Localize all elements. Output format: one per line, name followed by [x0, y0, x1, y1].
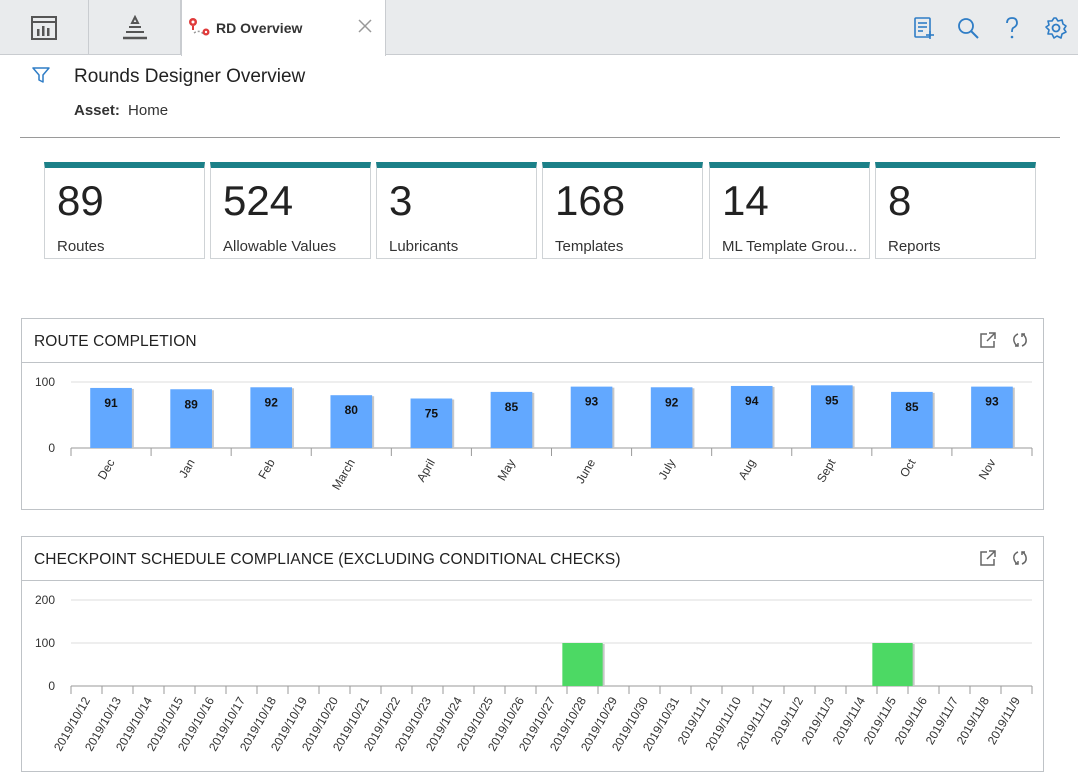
kpi-value: 524: [223, 177, 294, 224]
data-label: 80: [345, 403, 359, 417]
checkpoint-compliance-chart: 01002002019/10/122019/10/132019/10/14201…: [35, 593, 1033, 754]
refresh-icon[interactable]: [1011, 549, 1029, 567]
data-label: 94: [745, 394, 759, 408]
kpi-card-routes[interactable]: 89 Routes: [44, 162, 205, 259]
x-tick-label: July: [655, 457, 678, 482]
panel-tools: [979, 331, 1029, 349]
open-external-icon[interactable]: [979, 549, 997, 567]
dashboard-icon: [31, 15, 57, 40]
bar: [971, 386, 1013, 448]
bar: [490, 391, 533, 448]
panel-title: ROUTE COMPLETION: [34, 333, 197, 350]
search-icon: [958, 17, 979, 39]
tab-label: RD Overview: [216, 20, 303, 36]
y-tick-label: 200: [35, 593, 55, 607]
top-tab-bar: RD Overview: [0, 0, 1078, 56]
bar: [891, 391, 933, 448]
checkpoint-compliance-panel: CHECKPOINT SCHEDULE COMPLIANCE (EXCLUDIN…: [21, 536, 1044, 772]
kpi-value: 8: [888, 177, 912, 224]
gear-icon: [1045, 16, 1067, 39]
kpi-value: 3: [389, 177, 413, 224]
bar: [170, 389, 212, 448]
y-tick-label: 100: [35, 636, 55, 650]
kpi-card-templates[interactable]: 168 Templates: [542, 162, 703, 259]
refresh-icon[interactable]: [1011, 331, 1029, 349]
panel-title: CHECKPOINT SCHEDULE COMPLIANCE (EXCLUDIN…: [34, 551, 621, 568]
tab-rd-overview[interactable]: RD Overview: [181, 0, 386, 56]
checklist-add-button[interactable]: [902, 8, 946, 48]
x-tick-label: March: [329, 457, 358, 493]
bar: [410, 398, 453, 448]
bar: [872, 643, 913, 686]
y-tick-label: 100: [35, 375, 55, 389]
kpi-card-reports[interactable]: 8 Reports: [875, 162, 1036, 259]
asset-label: Asset:: [74, 102, 120, 119]
open-external-icon[interactable]: [979, 331, 997, 349]
rd-overview-icon: [189, 18, 210, 36]
y-tick-label: 0: [48, 441, 55, 455]
help-button[interactable]: [990, 8, 1034, 48]
kpi-value: 168: [555, 177, 626, 224]
data-label: 93: [985, 395, 999, 409]
kpi-label: Lubricants: [389, 238, 459, 255]
kpi-card-lubricants[interactable]: 3 Lubricants: [376, 162, 537, 259]
filter-icon[interactable]: [32, 66, 50, 84]
data-label: 92: [665, 395, 679, 409]
kpi-label: Routes: [57, 238, 105, 255]
y-tick-label: 0: [48, 679, 55, 693]
kpi-card-allowable-values[interactable]: 524 Allowable Values: [210, 162, 371, 259]
bar: [562, 643, 603, 686]
header-toolbar: [902, 0, 1078, 55]
kpi-label: Reports: [888, 238, 941, 255]
bar: [730, 385, 773, 448]
x-tick-label: May: [495, 457, 518, 484]
data-label: 75: [425, 407, 439, 421]
kpi-label: Allowable Values: [223, 238, 337, 255]
data-label: 85: [505, 400, 519, 414]
route-completion-panel: ROUTE COMPLETION 0 100 91 Dec 89 Jan 92 Feb 80 Ma…: [21, 318, 1044, 510]
asset-value: Home: [128, 102, 169, 119]
bar: [330, 395, 373, 448]
hierarchy-icon: [122, 14, 147, 39]
tab-dashboard[interactable]: [0, 0, 89, 55]
bar: [810, 385, 853, 448]
bar: [570, 386, 613, 448]
bar: [250, 387, 293, 448]
panel-header: CHECKPOINT SCHEDULE COMPLIANCE (EXCLUDIN…: [22, 537, 1043, 581]
x-tick-label: Sept: [814, 456, 839, 485]
data-label: 95: [825, 393, 839, 407]
checklist-add-icon: [914, 16, 934, 39]
x-tick-label: Oct: [897, 456, 919, 480]
x-tick-label: Aug: [736, 457, 759, 482]
kpi-value: 89: [57, 177, 104, 224]
asset-row: Asset: Home: [74, 102, 168, 119]
panel-header: ROUTE COMPLETION: [22, 319, 1043, 363]
kpi-label: ML Template Grou...: [722, 238, 858, 255]
route-completion-chart: 0 100 91 Dec 89 Jan 92 Feb 80 March 75 April 85 May 93…: [35, 375, 1033, 493]
x-tick-label: Dec: [95, 457, 118, 482]
x-tick-label: Jan: [176, 457, 198, 481]
bar: [90, 387, 132, 448]
tab-hierarchy[interactable]: [89, 0, 181, 55]
panel-tools: [979, 549, 1029, 567]
data-label: 85: [905, 400, 919, 414]
data-label: 89: [184, 397, 198, 411]
x-tick-label: Feb: [255, 456, 278, 481]
data-label: 91: [104, 396, 118, 410]
page-title: Rounds Designer Overview: [74, 66, 306, 87]
data-label: 93: [585, 395, 599, 409]
kpi-value: 14: [722, 177, 769, 224]
bar: [650, 387, 693, 448]
x-tick-label: Nov: [976, 457, 999, 482]
close-icon[interactable]: [357, 18, 373, 34]
x-tick-label: April: [414, 457, 438, 485]
data-label: 92: [265, 395, 279, 409]
x-tick-label: June: [573, 456, 598, 486]
help-icon: [1006, 16, 1018, 38]
search-button[interactable]: [946, 8, 990, 48]
settings-button[interactable]: [1034, 8, 1078, 48]
header-divider: [20, 137, 1060, 138]
kpi-card-ml-template-groups[interactable]: 14 ML Template Grou...: [709, 162, 870, 259]
kpi-label: Templates: [555, 238, 624, 255]
